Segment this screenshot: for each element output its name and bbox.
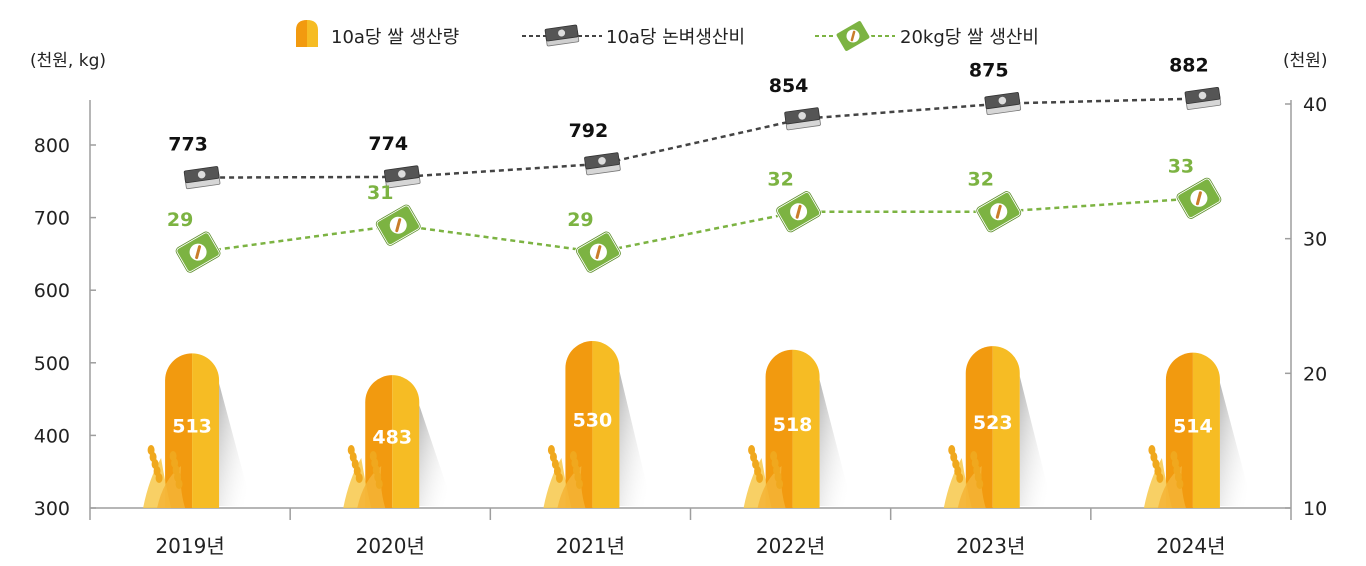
paddy-cost-value-label: 854	[769, 75, 809, 97]
rice-bag-icon	[834, 19, 872, 53]
rice-cost-value-label: 31	[367, 182, 393, 204]
money-bundle-icon	[183, 166, 221, 190]
bar-right-half	[1192, 352, 1220, 508]
rice-bag-icon	[174, 230, 222, 274]
bar-right-half	[192, 353, 220, 508]
right-tick-label: 10	[1303, 498, 1327, 520]
wheat-icon	[743, 445, 786, 508]
legend-label-paddy-cost: 10a당 논벼생산비	[606, 27, 745, 48]
left-tick-label: 500	[34, 353, 70, 375]
left-axis-ticks: 300 400 500 600 700 800	[34, 135, 96, 520]
legend-item-rice-cost: 20kg당 쌀 생산비	[815, 19, 1039, 53]
bar-value-label: 530	[573, 410, 613, 432]
category-label: 2024년	[1156, 534, 1225, 558]
right-axis-ticks: 10 20 30 40	[1285, 94, 1327, 520]
wheat-icon	[1143, 445, 1186, 508]
category-label: 2021년	[556, 534, 625, 558]
legend-item-production: 10a당 쌀 생산량	[296, 20, 459, 48]
rice-bag-icon	[775, 190, 822, 234]
bar-value-label: 483	[372, 427, 412, 449]
production-bar: 514	[1143, 352, 1248, 508]
left-axis-unit: (천원, kg)	[30, 51, 106, 71]
production-bar: 523	[943, 346, 1048, 508]
money-bundle-icon	[544, 24, 580, 47]
bar-shadow	[1019, 376, 1048, 506]
legend-label-production: 10a당 쌀 생산량	[331, 27, 459, 48]
paddy-cost-value-label: 792	[569, 120, 609, 142]
bar-right-half	[792, 349, 820, 508]
category-label: 2022년	[756, 534, 825, 558]
paddy-cost-line: 773 774 792 854 875 882	[168, 54, 1222, 190]
bar-right-half	[592, 341, 620, 508]
bar-left-half	[165, 353, 193, 508]
production-bar: 513	[143, 353, 248, 508]
bar-shadow	[419, 405, 448, 506]
bar-right-half	[992, 346, 1020, 508]
bar-value-label: 514	[1173, 415, 1213, 437]
bar-right-half	[392, 375, 420, 508]
category-label: 2020년	[356, 534, 425, 558]
rice-bag-icon	[375, 203, 422, 247]
bar-value-label: 513	[172, 416, 212, 438]
right-tick-label: 20	[1303, 363, 1327, 385]
rice-cost-line: 29 31 29 32 32 33	[167, 155, 1223, 274]
paddy-cost-value-label: 773	[168, 134, 208, 156]
bar-left-half	[765, 349, 793, 508]
left-tick-label: 700	[34, 208, 70, 230]
production-bars: 513 483 530 518 523 514	[143, 341, 1248, 508]
production-bar: 518	[743, 349, 848, 508]
rice-bag-icon	[975, 190, 1022, 234]
bar-left-half	[565, 341, 593, 508]
legend-item-paddy-cost: 10a당 논벼생산비	[522, 24, 745, 48]
left-tick-label: 600	[34, 280, 70, 302]
wheat-icon	[943, 445, 986, 508]
rice-cost-value-label: 29	[567, 209, 593, 231]
category-label: 2023년	[956, 534, 1025, 558]
right-axis-unit: (천원)	[1283, 51, 1328, 71]
bar-shadow	[1219, 382, 1248, 506]
money-bundle-icon	[784, 107, 821, 131]
wheat-icon	[543, 445, 586, 508]
production-bar: 530	[543, 341, 648, 508]
production-bar: 483	[343, 375, 448, 508]
bar-left-half	[1165, 352, 1193, 508]
rice-cost-series-line	[197, 197, 1200, 254]
rice-bag-icon	[1175, 176, 1223, 220]
right-tick-label: 30	[1303, 229, 1327, 251]
paddy-cost-value-label: 882	[1169, 54, 1209, 76]
category-label: 2019년	[155, 534, 224, 558]
left-tick-label: 300	[34, 498, 70, 520]
wheat-icon	[143, 445, 186, 508]
rice-cost-value-label: 29	[167, 209, 193, 231]
bar-left-half	[365, 375, 393, 508]
bar-shadow	[219, 383, 248, 506]
wheat-icon	[343, 445, 386, 508]
left-tick-label: 400	[34, 425, 70, 447]
right-tick-label: 40	[1303, 94, 1327, 116]
rice-cost-value-label: 32	[968, 169, 994, 191]
paddy-cost-value-label: 875	[969, 60, 1009, 82]
rice-bag-icon	[575, 230, 622, 274]
bar-legend-swatch	[296, 20, 318, 47]
legend-label-rice-cost: 20kg당 쌀 생산비	[900, 27, 1039, 48]
money-bundle-icon	[383, 165, 421, 189]
bar-shadow	[819, 379, 848, 506]
money-bundle-icon	[584, 152, 621, 176]
bar-value-label: 518	[773, 414, 813, 436]
bar-left-half	[965, 346, 993, 508]
money-bundle-icon	[1184, 86, 1222, 110]
x-axis-ticks: 2019년 2020년 2021년 2022년 2023년 2024년	[89, 508, 1292, 558]
bar-shadow	[619, 371, 648, 506]
bar-value-label: 523	[973, 412, 1013, 434]
rice-cost-value-label: 33	[1168, 155, 1194, 177]
paddy-cost-value-label: 774	[368, 133, 408, 155]
left-tick-label: 800	[34, 135, 70, 157]
paddy-cost-series-line	[202, 97, 1203, 179]
legend: 10a당 쌀 생산량 10a당 논벼생산비 20kg당 쌀 생산비	[296, 19, 1039, 53]
money-bundle-icon	[984, 92, 1022, 116]
rice-cost-value-label: 32	[767, 169, 793, 191]
